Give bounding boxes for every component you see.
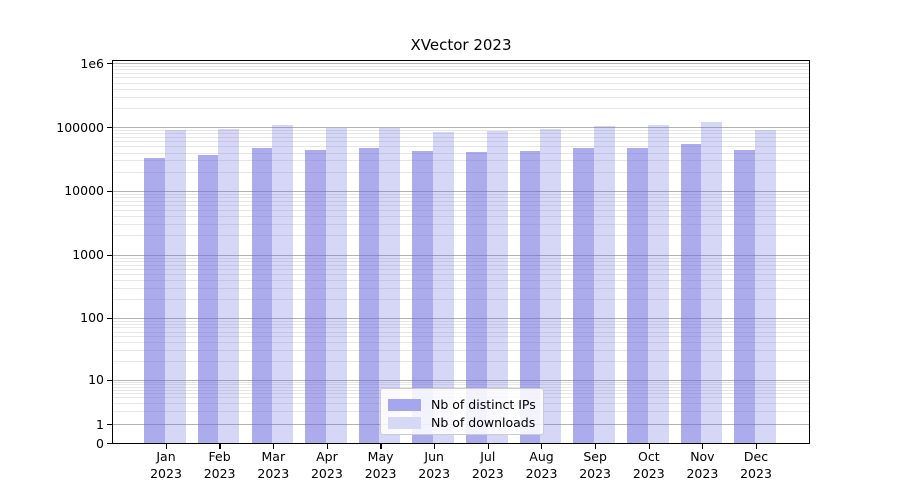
x-tick-mark <box>702 444 704 449</box>
y-tick-label: 1e6 <box>80 55 104 71</box>
x-tick-mark <box>273 444 275 449</box>
y-tick-mark <box>107 254 112 256</box>
x-tick-label: Apr 2023 <box>310 449 343 481</box>
y-tick-label: 100 <box>80 310 104 325</box>
y-tick-mark <box>107 379 112 381</box>
x-tick-mark <box>487 444 489 449</box>
bar-nb-of-distinct-ips-jan <box>144 158 165 443</box>
legend-item-distinct-ips: Nb of distinct IPs <box>388 396 543 413</box>
x-tick-label: Aug 2023 <box>525 449 558 481</box>
y-tick-label: 1000 <box>72 247 104 262</box>
gridline-minor <box>113 107 809 109</box>
gridline-minor <box>113 96 809 98</box>
x-tick-label: May 2023 <box>364 449 397 481</box>
bar-nb-of-downloads-apr <box>325 128 347 443</box>
gridline-minor <box>113 66 809 68</box>
chart-title: XVector 2023 <box>410 36 512 54</box>
bar-nb-of-distinct-ips-sep <box>573 147 594 443</box>
bar-nb-of-downloads-sep <box>593 126 615 443</box>
bar-nb-of-distinct-ips-jun <box>412 150 433 443</box>
x-tick-mark <box>326 444 328 449</box>
bar-nb-of-downloads-aug <box>540 128 562 443</box>
y-tick-mark <box>107 127 112 129</box>
plot-area <box>107 60 810 449</box>
gridline-major-1e6 <box>113 63 809 65</box>
gridline-minor <box>113 69 809 71</box>
y-tick-label: 10000 <box>64 183 104 198</box>
x-tick-label: Jul 2023 <box>471 449 504 481</box>
bar-nb-of-downloads-jan <box>164 129 186 443</box>
y-tick-label: 100000 <box>56 119 104 135</box>
bar-nb-of-distinct-ips-may <box>358 147 380 443</box>
x-tick-label: Dec 2023 <box>740 449 772 481</box>
gridline-minor <box>113 82 809 84</box>
gridline-minor <box>113 88 809 90</box>
x-tick-label: Jun 2023 <box>418 449 451 481</box>
legend-swatch-distinct-ips-icon <box>388 398 421 411</box>
x-tick-label: Mar 2023 <box>257 449 290 481</box>
x-tick-label: Feb 2023 <box>203 449 236 481</box>
bar-nb-of-downloads-oct <box>647 125 669 443</box>
x-tick-mark <box>648 444 650 449</box>
bar-nb-of-distinct-ips-nov <box>680 143 702 443</box>
x-tick-label: Nov 2023 <box>686 449 719 481</box>
y-tick-label: 0 <box>96 435 104 451</box>
bar-nb-of-distinct-ips-apr <box>305 149 326 443</box>
y-tick-mark <box>107 63 112 65</box>
x-tick-label: Sep 2023 <box>579 449 611 481</box>
gridline-minor <box>113 73 809 75</box>
legend-label-distinct-ips: Nb of distinct IPs <box>431 397 536 412</box>
bar-nb-of-distinct-ips-oct <box>627 147 648 443</box>
y-tick-label: 10 <box>88 372 104 387</box>
bar-nb-of-downloads-dec <box>754 130 776 443</box>
legend-swatch-downloads-icon <box>388 416 421 429</box>
bar-nb-of-downloads-jun <box>432 131 454 443</box>
bar-nb-of-downloads-may <box>379 127 401 443</box>
bar-nb-of-distinct-ips-feb <box>197 155 219 443</box>
x-tick-mark <box>380 444 382 449</box>
gridline-minor <box>113 77 809 79</box>
y-tick-mark <box>107 317 112 319</box>
legend-item-downloads: Nb of downloads <box>388 414 543 431</box>
x-tick-mark <box>541 444 543 449</box>
x-tick-mark <box>594 444 597 449</box>
bar-nb-of-distinct-ips-dec <box>734 150 755 443</box>
legend-label-downloads: Nb of downloads <box>431 415 536 430</box>
x-tick-mark <box>165 444 167 449</box>
x-tick-mark <box>219 444 221 449</box>
y-tick-mark <box>107 190 112 192</box>
y-tick-label: 1 <box>96 416 104 432</box>
bar-nb-of-downloads-jul <box>486 131 508 443</box>
bar-nb-of-downloads-mar <box>272 125 293 443</box>
bar-nb-of-distinct-ips-mar <box>251 148 272 443</box>
legend: Nb of distinct IPs Nb of downloads <box>380 388 544 435</box>
y-tick-mark-zero <box>107 443 112 445</box>
bar-nb-of-downloads-feb <box>218 128 240 443</box>
y-tick-mark <box>107 424 112 426</box>
bar-nb-of-downloads-nov <box>701 122 723 443</box>
x-tick-mark <box>433 444 436 449</box>
x-tick-mark <box>755 444 757 449</box>
x-tick-label: Oct 2023 <box>632 449 665 481</box>
x-tick-label: Jan 2023 <box>150 449 182 481</box>
